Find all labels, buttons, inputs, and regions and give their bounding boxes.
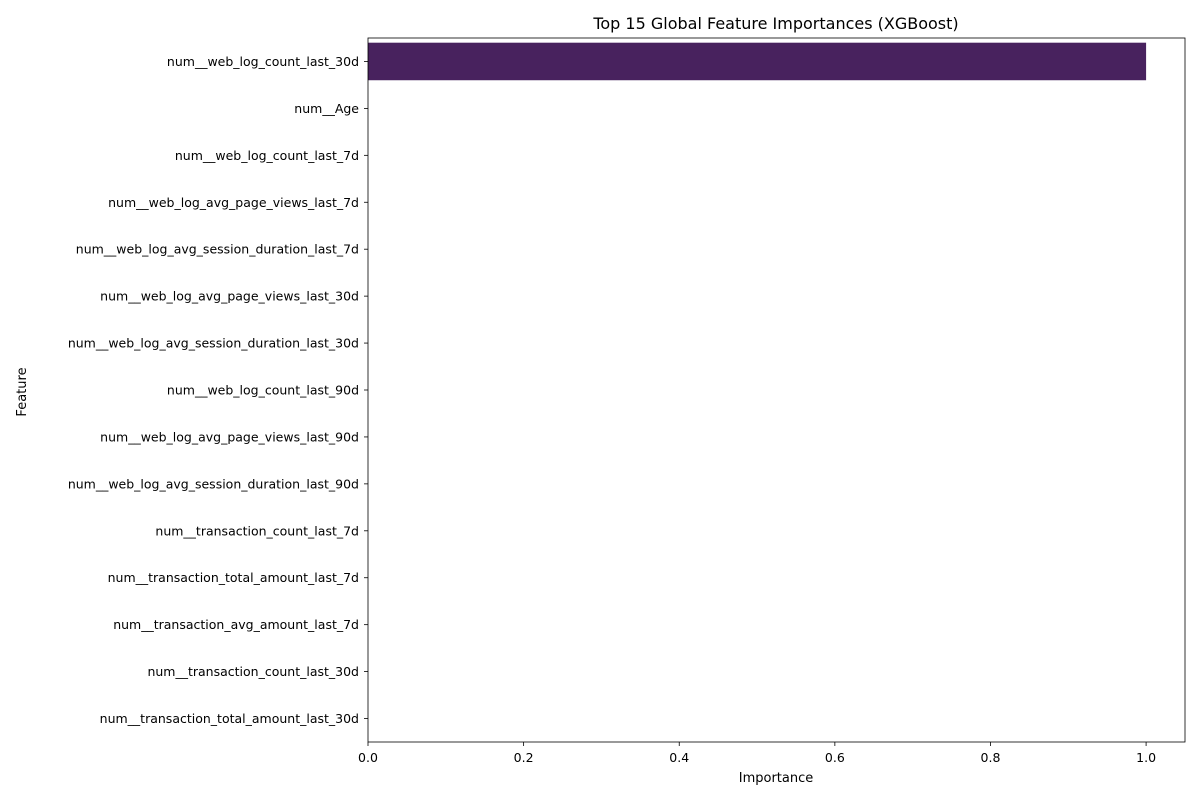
- axes-frame: [367, 37, 1186, 743]
- y-axis-title: Feature: [15, 367, 30, 416]
- y-tick-label: num__web_log_count_last_30d: [167, 54, 359, 69]
- y-tick-label: num__web_log_avg_page_views_last_30d: [100, 289, 359, 304]
- x-tick-label: 1.0: [1136, 750, 1156, 765]
- y-tick-label: num__web_log_avg_page_views_last_90d: [100, 429, 359, 444]
- y-tick-label: num__web_log_avg_page_views_last_7d: [108, 195, 359, 210]
- y-tick-label: num__web_log_count_last_90d: [167, 383, 359, 398]
- x-axis-title: Importance: [739, 771, 814, 786]
- x-tick-label: 0.0: [358, 750, 378, 765]
- x-tick-label: 0.6: [825, 750, 845, 765]
- y-tick-label: num__transaction_total_amount_last_30d: [100, 711, 359, 726]
- y-tick-label: num__web_log_avg_session_duration_last_7…: [76, 242, 359, 257]
- y-tick-label: num__Age: [294, 101, 359, 116]
- y-tick-label: num__transaction_avg_amount_last_7d: [113, 617, 359, 632]
- x-tick-label: 0.8: [981, 750, 1001, 765]
- y-tick-label: num__transaction_count_last_7d: [155, 523, 359, 538]
- chart-title: Top 15 Global Feature Importances (XGBoo…: [592, 14, 958, 33]
- y-tick-label: num__web_log_avg_session_duration_last_3…: [68, 336, 359, 351]
- y-tick-label: num__transaction_count_last_30d: [147, 664, 359, 679]
- y-tick-label: num__web_log_count_last_7d: [175, 148, 359, 163]
- plot-area: num__web_log_count_last_30d num__Age num__…: [68, 37, 1186, 765]
- y-tick-label: num__transaction_total_amount_last_7d: [108, 570, 359, 585]
- y-tick-label: num__web_log_avg_session_duration_last_9…: [68, 476, 359, 491]
- bar: [368, 42, 1147, 81]
- x-tick-label: 0.2: [514, 750, 534, 765]
- x-tick-label: 0.4: [669, 750, 689, 765]
